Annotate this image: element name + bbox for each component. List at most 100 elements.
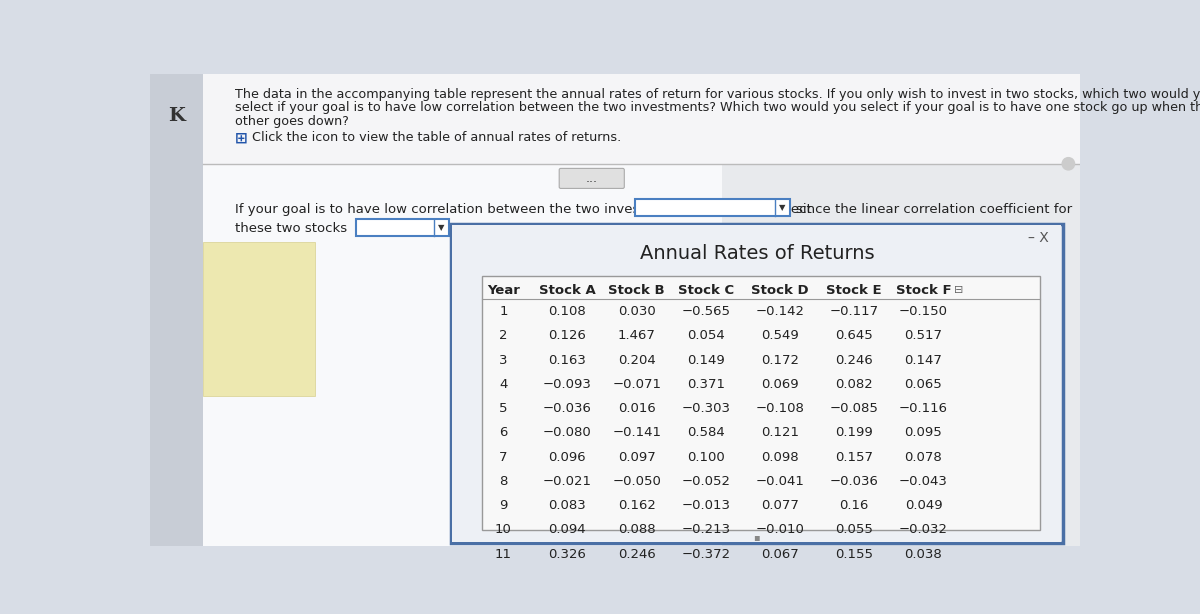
Text: 1: 1 <box>499 305 508 318</box>
Text: −0.141: −0.141 <box>612 426 661 440</box>
Text: 4: 4 <box>499 378 508 391</box>
Text: 9: 9 <box>499 499 508 512</box>
Text: The data in the accompanying table represent the annual rates of return for vari: The data in the accompanying table repre… <box>235 88 1200 101</box>
Text: 8: 8 <box>499 475 508 488</box>
Text: 0.016: 0.016 <box>618 402 655 415</box>
Text: Stock A: Stock A <box>539 284 595 297</box>
Circle shape <box>1062 158 1074 170</box>
Text: 0.126: 0.126 <box>548 329 586 343</box>
Text: ⊞: ⊞ <box>235 131 248 146</box>
Text: −0.010: −0.010 <box>756 523 804 537</box>
Text: 0.16: 0.16 <box>839 499 869 512</box>
Text: ⊟: ⊟ <box>954 285 964 295</box>
Text: Stock E: Stock E <box>826 284 882 297</box>
Text: Stock D: Stock D <box>751 284 809 297</box>
Text: 5: 5 <box>499 402 508 415</box>
Text: −0.093: −0.093 <box>542 378 592 391</box>
Text: 0.371: 0.371 <box>688 378 726 391</box>
Text: −0.050: −0.050 <box>612 475 661 488</box>
Text: 0.172: 0.172 <box>761 354 799 367</box>
Text: 0.078: 0.078 <box>905 451 942 464</box>
Text: −0.117: −0.117 <box>829 305 878 318</box>
Text: 0.095: 0.095 <box>905 426 942 440</box>
Text: 0.199: 0.199 <box>835 426 872 440</box>
Bar <box>203 164 1080 546</box>
Text: 6: 6 <box>499 426 508 440</box>
Text: −0.021: −0.021 <box>542 475 592 488</box>
Text: 0.163: 0.163 <box>548 354 586 367</box>
Bar <box>481 276 1039 530</box>
Text: 0.246: 0.246 <box>835 354 872 367</box>
Text: 0.517: 0.517 <box>905 329 942 343</box>
Text: Stock B: Stock B <box>608 284 665 297</box>
Text: −0.036: −0.036 <box>542 402 592 415</box>
Bar <box>203 74 1080 235</box>
Text: K: K <box>168 107 185 125</box>
Text: −0.142: −0.142 <box>756 305 804 318</box>
Text: 0.147: 0.147 <box>905 354 942 367</box>
Text: −0.036: −0.036 <box>829 475 878 488</box>
Text: 0.094: 0.094 <box>548 523 586 537</box>
Text: – X: – X <box>1028 231 1049 245</box>
Text: Year: Year <box>487 284 520 297</box>
Text: 0.157: 0.157 <box>835 451 872 464</box>
Text: 11: 11 <box>494 548 512 561</box>
Text: 0.108: 0.108 <box>548 305 586 318</box>
Text: −0.041: −0.041 <box>756 475 804 488</box>
Text: 0.645: 0.645 <box>835 329 872 343</box>
Text: 0.098: 0.098 <box>761 451 799 464</box>
Text: 0.030: 0.030 <box>618 305 655 318</box>
Text: 0.096: 0.096 <box>548 451 586 464</box>
FancyBboxPatch shape <box>559 168 624 188</box>
Text: −0.372: −0.372 <box>682 548 731 561</box>
Bar <box>356 219 449 236</box>
Text: 0.082: 0.082 <box>835 378 872 391</box>
Bar <box>451 224 1063 543</box>
Text: 0.246: 0.246 <box>618 548 655 561</box>
Text: 2: 2 <box>499 329 508 343</box>
Text: other goes down?: other goes down? <box>235 115 349 128</box>
Text: 0.055: 0.055 <box>835 523 872 537</box>
Text: −0.052: −0.052 <box>682 475 731 488</box>
Text: −0.108: −0.108 <box>756 402 804 415</box>
Text: 0.065: 0.065 <box>905 378 942 391</box>
Text: Stock C: Stock C <box>678 284 734 297</box>
Text: 0.083: 0.083 <box>548 499 586 512</box>
Text: 0.326: 0.326 <box>548 548 586 561</box>
Text: 0.100: 0.100 <box>688 451 725 464</box>
Text: these two stocks: these two stocks <box>235 222 347 235</box>
Text: −0.213: −0.213 <box>682 523 731 537</box>
Text: ...: ... <box>586 172 598 185</box>
Text: If your goal is to have low correlation between the two investments, you should : If your goal is to have low correlation … <box>235 203 812 216</box>
Text: ▪: ▪ <box>754 532 760 542</box>
Text: 0.088: 0.088 <box>618 523 655 537</box>
Text: 1.467: 1.467 <box>618 329 655 343</box>
Text: −0.085: −0.085 <box>829 402 878 415</box>
Text: −0.013: −0.013 <box>682 499 731 512</box>
Text: Annual Rates of Returns: Annual Rates of Returns <box>640 244 874 263</box>
Text: −0.150: −0.150 <box>899 305 948 318</box>
Text: 0.038: 0.038 <box>905 548 942 561</box>
Bar <box>203 241 316 395</box>
Text: 0.077: 0.077 <box>761 499 799 512</box>
Text: Click the icon to view the table of annual rates of returns.: Click the icon to view the table of annu… <box>248 131 622 144</box>
Text: −0.303: −0.303 <box>682 402 731 415</box>
Bar <box>635 199 790 216</box>
Text: 0.549: 0.549 <box>761 329 799 343</box>
Text: −0.080: −0.080 <box>542 426 592 440</box>
Text: 0.054: 0.054 <box>688 329 725 343</box>
Text: 10: 10 <box>494 523 512 537</box>
Text: Stock F: Stock F <box>895 284 952 297</box>
Text: −0.071: −0.071 <box>612 378 661 391</box>
Text: −0.116: −0.116 <box>899 402 948 415</box>
Text: −0.565: −0.565 <box>682 305 731 318</box>
Text: 0.069: 0.069 <box>761 378 799 391</box>
Text: 0.121: 0.121 <box>761 426 799 440</box>
Text: 0.097: 0.097 <box>618 451 655 464</box>
Text: ▼: ▼ <box>438 223 445 232</box>
Text: 3: 3 <box>499 354 508 367</box>
Text: 0.149: 0.149 <box>688 354 725 367</box>
Text: 0.162: 0.162 <box>618 499 655 512</box>
Text: 0.155: 0.155 <box>835 548 872 561</box>
Text: 0.584: 0.584 <box>688 426 725 440</box>
